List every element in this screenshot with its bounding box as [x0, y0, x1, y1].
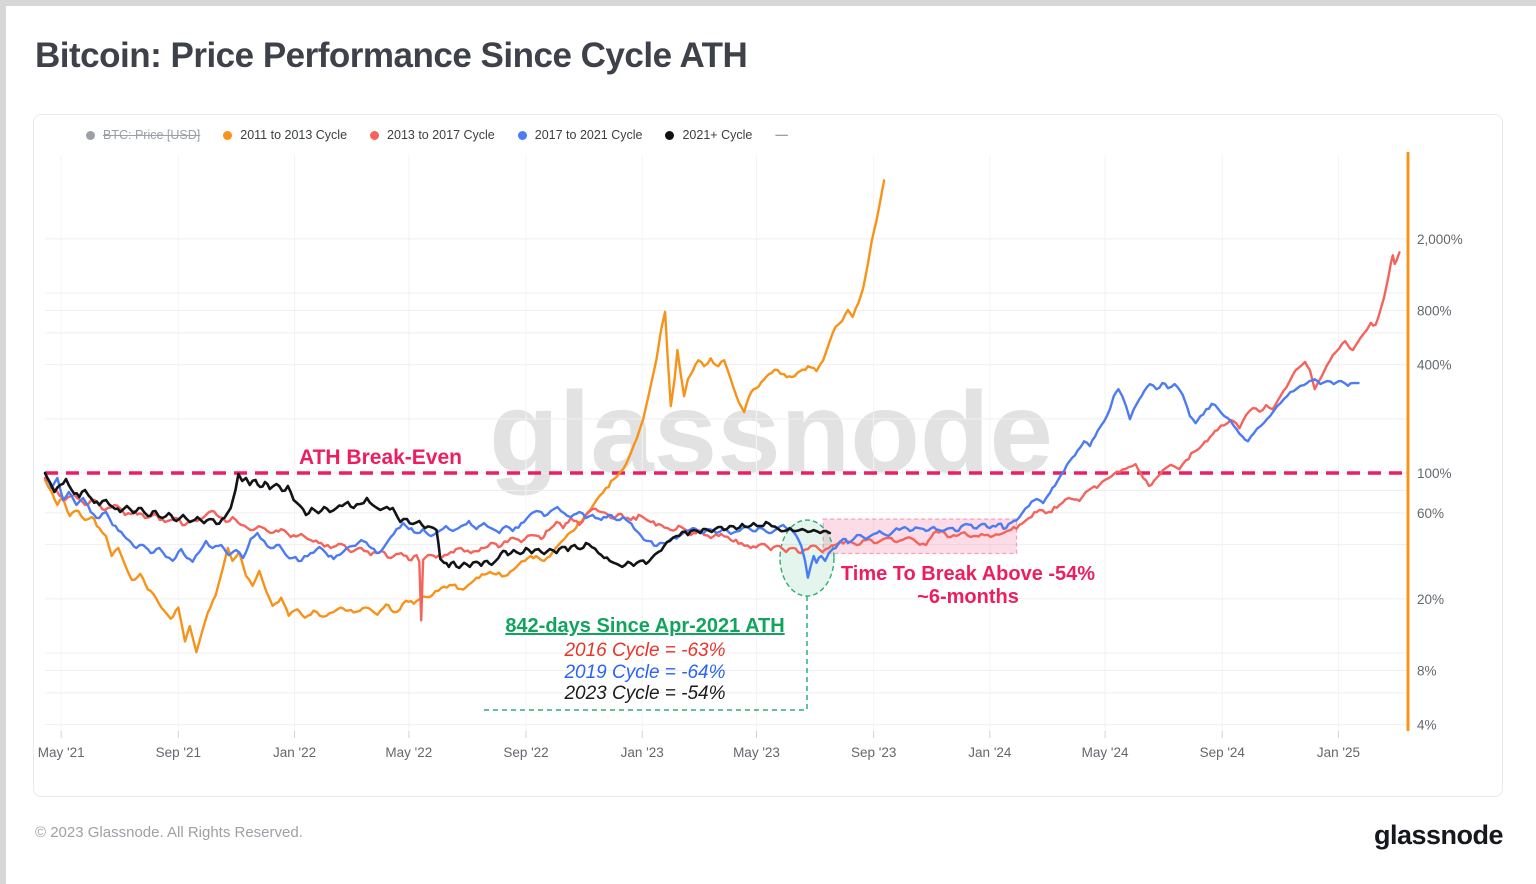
x-axis-tick-label: Sep '21	[156, 745, 201, 760]
x-axis-tick-label: Jan '25	[1317, 745, 1360, 760]
x-axis-tick-label: Sep '24	[1200, 745, 1246, 760]
x-axis-tick-label: May '21	[38, 745, 85, 760]
y-axis-tick-label: 60%	[1417, 506, 1444, 521]
legend-dot-icon	[517, 130, 527, 140]
x-axis-tick-label: Jan '22	[273, 745, 316, 760]
y-axis-tick-label: 400%	[1417, 358, 1452, 373]
x-axis-tick-label: May '23	[733, 745, 780, 760]
legend-item-0[interactable]: BTC: Price [USD]	[86, 128, 200, 142]
y-axis-tick-label: 2,000%	[1417, 232, 1463, 247]
y-axis-tick-label: 4%	[1417, 718, 1437, 733]
series-line-3	[43, 471, 832, 570]
legend-dot-icon	[86, 130, 95, 140]
y-axis-tick-label: 8%	[1417, 663, 1437, 678]
copyright-text: © 2023 Glassnode. All Rights Reserved.	[35, 824, 303, 841]
series-line-0	[43, 179, 886, 654]
legend-dot-icon	[370, 130, 380, 140]
series-line-2	[43, 378, 1360, 579]
x-axis-tick-label: May '24	[1082, 745, 1129, 760]
break-above-highlight-box	[822, 518, 1018, 555]
legend-item-label: 2017 to 2021 Cycle	[534, 128, 643, 142]
glassnode-logo: glassnode	[1373, 820, 1504, 850]
window-left-edge	[0, 0, 6, 884]
window-top-edge	[0, 0, 1536, 6]
legend-item-1[interactable]: 2011 to 2013 Cycle	[223, 128, 347, 142]
chart-card	[33, 114, 1503, 797]
legend-dot-icon	[665, 130, 675, 140]
annotation-connector-line	[483, 596, 808, 711]
legend-range-dash[interactable]: —	[775, 128, 787, 142]
y-axis-tick-label: 20%	[1417, 592, 1444, 607]
legend-item-label: 2011 to 2013 Cycle	[240, 128, 348, 142]
legend-item-label: 2021+ Cycle	[682, 128, 753, 142]
legend-dot-icon	[223, 130, 233, 140]
legend-item-3[interactable]: 2017 to 2021 Cycle	[517, 128, 643, 142]
series-line-1	[43, 251, 1401, 622]
legend-item-label: 2013 to 2017 Cycle	[387, 128, 495, 142]
x-axis-tick-label: Sep '23	[851, 745, 896, 760]
legend-item-2[interactable]: 2013 to 2017 Cycle	[370, 128, 495, 142]
y-axis-tick-label: 800%	[1417, 303, 1452, 318]
x-axis-tick-label: May '22	[385, 745, 432, 760]
legend-item-label: BTC: Price [USD]	[103, 128, 201, 142]
x-axis-tick-label: Jan '23	[621, 745, 664, 760]
y-axis-tick-label: 100%	[1417, 466, 1452, 481]
x-axis-tick-label: Jan '24	[968, 745, 1012, 760]
chart-legend: BTC: Price [USD] 2011 to 2013 Cycle 2013 t…	[86, 128, 788, 142]
x-axis-tick-label: Sep '22	[503, 745, 548, 760]
legend-item-4[interactable]: 2021+ Cycle	[665, 128, 752, 142]
page-title: Bitcoin: Price Performance Since Cycle A…	[35, 36, 748, 75]
